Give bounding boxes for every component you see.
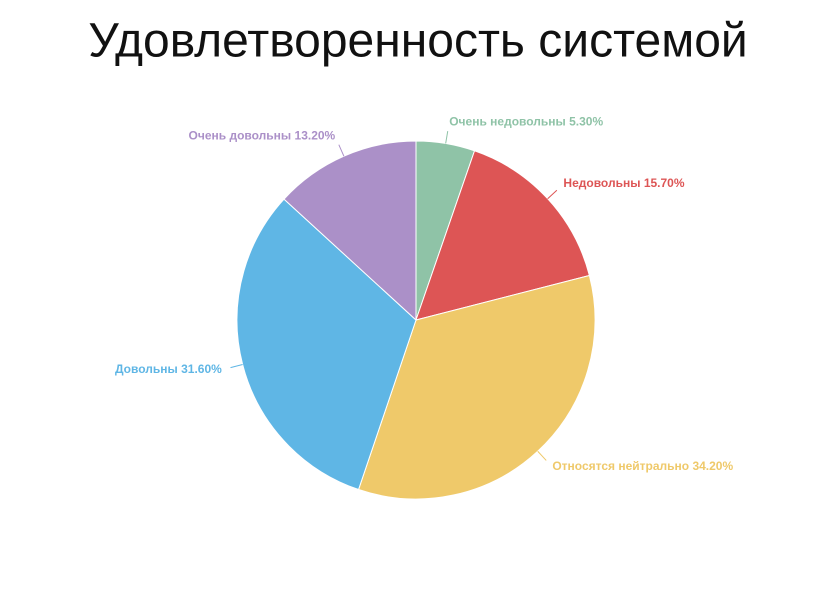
chart-title: Удовлетворенность системой [88,15,747,68]
leader-line [445,131,449,144]
leader-line [230,364,243,369]
slice-value-label: 5.30% [569,114,603,128]
slice-category: Очень недовольны [449,114,566,128]
pie-slice [357,274,596,500]
leader-line [338,144,345,157]
slice-value-label: 13.20% [295,129,336,143]
slice-label: Очень недовольны 5.30% [449,114,603,128]
slice-label: Относятся нейтрально 34.20% [552,459,733,473]
leader-line [537,450,547,461]
slice-category: Очень довольны [189,129,292,143]
slice-category: Относятся нейтрально [552,459,689,473]
slice-category: Недовольны [563,176,640,190]
slice-category: Довольны [115,362,178,376]
leader-line [547,189,558,200]
slice-label: Очень довольны 13.20% [189,129,336,143]
pie-slice [415,150,590,321]
slice-label: Довольны 31.60% [115,362,222,376]
slice-value-label: 15.70% [644,176,685,190]
slice-label: Недовольны 15.70% [563,176,684,190]
slice-value-label: 31.60% [181,362,222,376]
slice-value-label: 34.20% [692,459,733,473]
